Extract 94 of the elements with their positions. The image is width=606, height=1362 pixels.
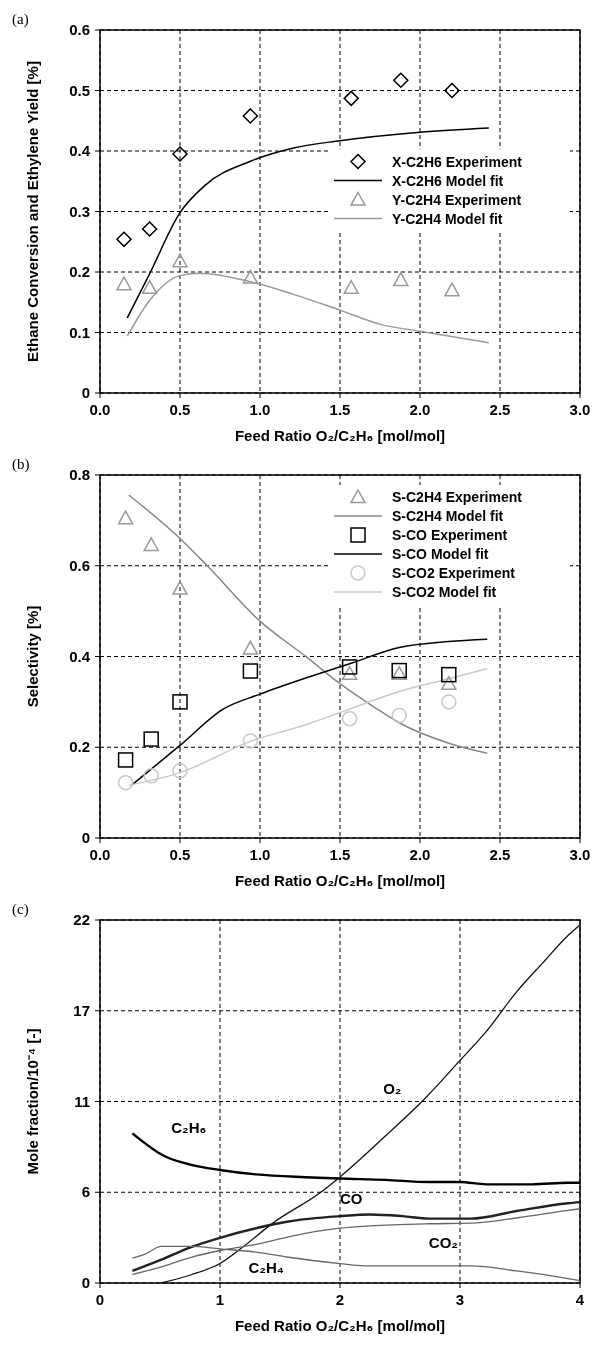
x-tick-label: 2 xyxy=(335,1291,345,1308)
y-tick-label: 0.4 xyxy=(69,142,91,159)
x-tick-label: 2.5 xyxy=(489,846,511,863)
series-label: CO xyxy=(340,1190,363,1208)
x-tick-label: 3.0 xyxy=(569,846,591,863)
legend-label: S-C2H4 Model fit xyxy=(392,508,504,524)
chart-title: (b) xyxy=(12,456,30,473)
y-tick-label: 0 xyxy=(81,1274,90,1291)
x-tick-label: 1.5 xyxy=(329,401,351,418)
point xyxy=(393,272,409,287)
y-tick-label: 0.3 xyxy=(69,202,90,220)
legend-label: X-C2H6 Model fit xyxy=(392,172,504,189)
point xyxy=(441,666,457,683)
y-tick-label: 0 xyxy=(81,829,90,846)
point xyxy=(117,774,134,791)
point xyxy=(143,731,159,747)
point xyxy=(391,707,407,724)
x-tick-label: 0.0 xyxy=(89,401,111,418)
line-series xyxy=(160,924,581,1284)
y-tick-label: 22 xyxy=(73,911,90,928)
point xyxy=(141,279,158,295)
y-tick-label: 0 xyxy=(81,384,90,401)
point xyxy=(343,279,359,295)
point xyxy=(444,82,460,99)
chart-title: (a) xyxy=(12,11,29,28)
y-axis-title: Ethane Conversion and Ethylene Yield [%] xyxy=(24,61,41,362)
legend-label: S-CO Experiment xyxy=(392,527,508,543)
y-tick-label: 0.6 xyxy=(69,556,90,574)
x-axis-title: Feed Ratio O₂/C₂H₆ [mol/mol] xyxy=(234,1317,446,1334)
point xyxy=(172,763,188,779)
y-tick-label: 0.6 xyxy=(69,21,90,38)
point xyxy=(444,282,460,297)
point xyxy=(172,146,188,162)
x-tick-label: 1.0 xyxy=(249,846,271,863)
y-tick-label: 0.2 xyxy=(69,738,90,756)
point xyxy=(242,269,259,284)
y-axis-title: Mole fraction/10⁻⁴ [-] xyxy=(24,1028,41,1175)
series-label: CO₂ xyxy=(428,1233,458,1251)
series-label: C₂H₄ xyxy=(248,1259,284,1277)
series-label: O₂ xyxy=(383,1080,402,1098)
y-axis-title: Selectivity [%] xyxy=(24,605,41,708)
point xyxy=(441,675,457,691)
point xyxy=(116,276,132,291)
x-tick-label: 2.5 xyxy=(489,401,511,418)
point xyxy=(141,221,158,237)
legend-label: S-CO2 Model fit xyxy=(392,584,497,600)
point xyxy=(143,537,159,552)
point xyxy=(117,752,134,768)
point xyxy=(441,694,457,710)
y-tick-label: 0.8 xyxy=(69,466,90,483)
point xyxy=(242,733,259,749)
x-tick-label: 1 xyxy=(215,1291,225,1308)
point xyxy=(242,663,259,679)
point xyxy=(242,640,259,655)
x-tick-label: 3 xyxy=(455,1291,465,1308)
x-tick-label: 0.5 xyxy=(169,401,191,418)
x-tick-label: 0 xyxy=(95,1291,105,1308)
y-tick-label: 17 xyxy=(73,1001,90,1019)
legend-label: S-C2H4 Experiment xyxy=(392,489,523,505)
x-tick-label: 0.0 xyxy=(89,846,111,863)
x-tick-label: 0.5 xyxy=(169,846,191,863)
y-tick-label: 11 xyxy=(74,1092,90,1110)
point xyxy=(116,231,132,248)
y-tick-label: 0.2 xyxy=(69,263,90,280)
legend-label: S-CO Model fit xyxy=(392,546,489,562)
point xyxy=(242,108,259,124)
point xyxy=(393,72,409,88)
y-tick-label: 0.5 xyxy=(69,81,90,99)
point xyxy=(341,659,358,675)
point xyxy=(117,510,134,525)
y-tick-label: 0.1 xyxy=(69,323,90,341)
point xyxy=(341,665,358,681)
point xyxy=(343,90,359,107)
point xyxy=(172,694,188,710)
chart-title: (c) xyxy=(12,901,29,918)
x-axis-title: Feed Ratio O₂/C₂H₆ [mol/mol] xyxy=(234,872,446,889)
x-tick-label: 2.0 xyxy=(409,846,431,863)
point xyxy=(172,580,188,595)
legend-label: Y-C2H4 Experiment xyxy=(392,191,522,208)
y-tick-label: 6 xyxy=(81,1183,90,1201)
legend-label: S-CO2 Experiment xyxy=(392,565,516,581)
legend-label: X-C2H6 Experiment xyxy=(392,153,523,170)
x-tick-label: 1.5 xyxy=(329,846,351,863)
x-tick-label: 1.0 xyxy=(249,401,271,418)
point xyxy=(172,253,188,268)
x-axis-title: Feed Ratio O₂/C₂H₆ [mol/mol] xyxy=(234,427,446,444)
point xyxy=(143,768,159,784)
x-tick-label: 2.0 xyxy=(409,401,431,418)
point xyxy=(341,710,358,727)
x-tick-label: 3.0 xyxy=(569,401,591,418)
y-tick-label: 0.4 xyxy=(69,647,91,665)
x-tick-label: 4 xyxy=(575,1291,585,1308)
series-label: C₂H₆ xyxy=(171,1118,207,1136)
legend-label: Y-C2H4 Model fit xyxy=(392,210,503,227)
